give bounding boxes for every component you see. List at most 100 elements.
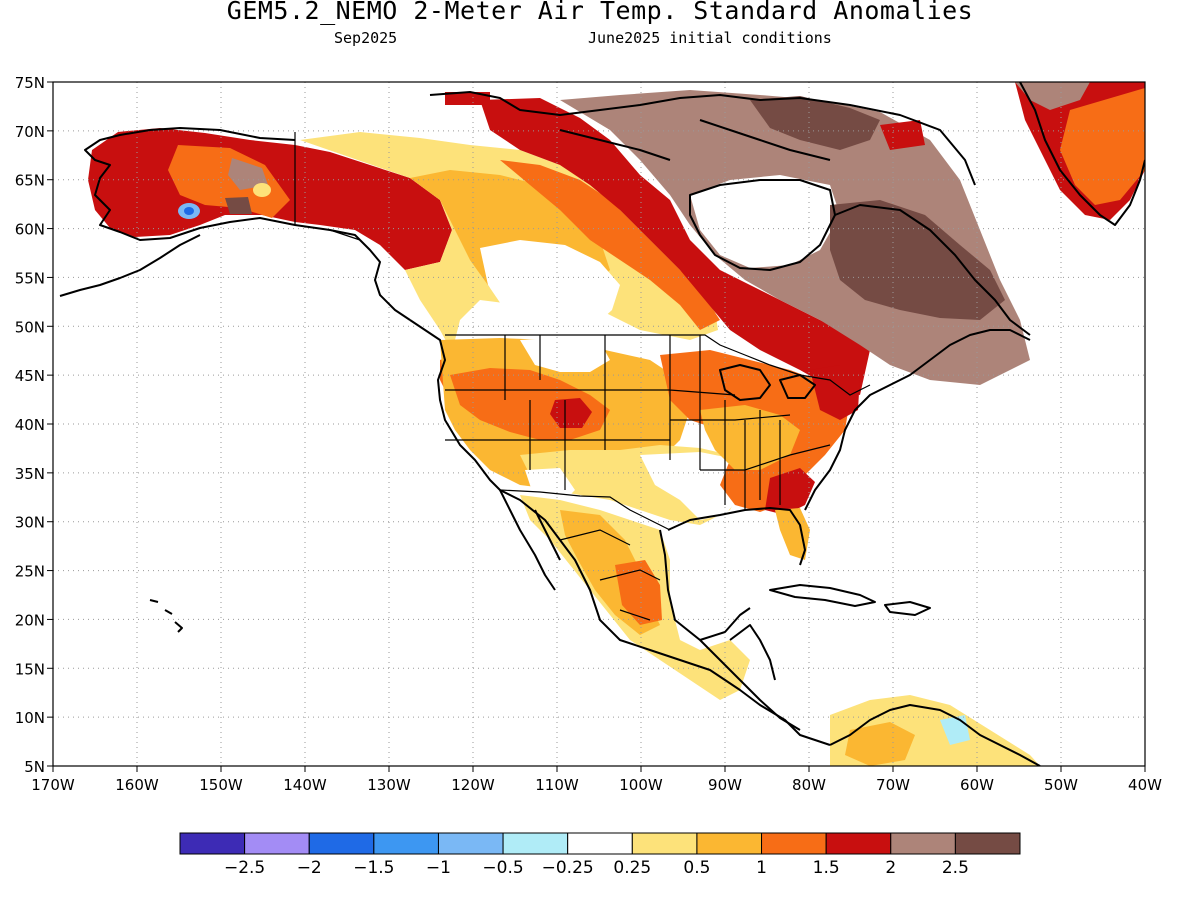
lon-tick-label: 140W bbox=[283, 776, 327, 794]
colorbar-swatch bbox=[761, 832, 827, 855]
lon-tick-label: 80W bbox=[792, 776, 826, 794]
aleutian-coast bbox=[59, 234, 201, 297]
labrador-coast bbox=[834, 204, 1031, 336]
lon-tick-label: 150W bbox=[199, 776, 243, 794]
colorbar-swatch bbox=[244, 832, 310, 855]
greenland-tan bbox=[1015, 82, 1090, 110]
arctic-brown bbox=[750, 96, 880, 150]
lat-tick-label: 40N bbox=[15, 416, 45, 434]
colorbar-label: −1.5 bbox=[353, 858, 394, 878]
hispaniola-coast bbox=[884, 601, 931, 616]
colorbar-label: −0.5 bbox=[482, 858, 523, 878]
hudson-bay-coast bbox=[689, 179, 836, 271]
canada-darkorange-belt bbox=[500, 160, 720, 330]
lon-tick-label: 50W bbox=[1044, 776, 1078, 794]
colorbar-swatch bbox=[373, 832, 439, 855]
south-america-coast bbox=[829, 704, 1041, 766]
colorbar-label: −1 bbox=[426, 858, 451, 878]
alaska-tan-patch bbox=[228, 158, 268, 190]
colorbar-swatch bbox=[890, 832, 956, 855]
lat-tick-label: 25N bbox=[15, 563, 45, 581]
gulf-coast bbox=[659, 507, 806, 641]
baja-coast bbox=[499, 489, 561, 591]
arizona-white bbox=[525, 468, 575, 505]
hudson-bay-white bbox=[690, 175, 840, 268]
political-borders bbox=[294, 132, 871, 621]
mexico-darkorange bbox=[615, 560, 662, 625]
colorbar-swatch bbox=[631, 832, 698, 855]
colorbar-label: 1 bbox=[756, 858, 767, 878]
hudson-red-band bbox=[480, 98, 870, 395]
cuba-coast bbox=[769, 584, 876, 607]
coastlines bbox=[59, 82, 1145, 766]
colorbar-label: 0.5 bbox=[683, 858, 710, 878]
colorbar-swatch bbox=[954, 832, 1021, 855]
lon-tick-label: 40W bbox=[1128, 776, 1162, 794]
colorbar-swatch bbox=[502, 832, 569, 855]
colorbar-swatch bbox=[179, 832, 246, 855]
texas-white bbox=[640, 452, 745, 520]
lon-tick-label: 110W bbox=[535, 776, 579, 794]
colorbar-label: 1.5 bbox=[813, 858, 840, 878]
colorbar-swatch bbox=[696, 832, 763, 855]
lat-tick-label: 45N bbox=[15, 367, 45, 385]
us-mexico-border bbox=[499, 489, 671, 531]
lat-tick-label: 20N bbox=[15, 611, 45, 629]
greenland-coast bbox=[1019, 82, 1145, 226]
southeast-red bbox=[765, 468, 815, 515]
arctic-islands bbox=[429, 91, 976, 186]
colorbar-swatch bbox=[308, 832, 375, 855]
lon-tick-label: 160W bbox=[115, 776, 159, 794]
lon-tick-label: 70W bbox=[876, 776, 910, 794]
lon-tick-label: 60W bbox=[960, 776, 994, 794]
east-coast bbox=[804, 329, 1031, 511]
montana-white bbox=[520, 338, 610, 372]
lat-tick-label: 5N bbox=[24, 758, 45, 776]
lat-tick-label: 65N bbox=[15, 172, 45, 190]
lat-tick-label: 55N bbox=[15, 269, 45, 287]
canada-us-border bbox=[445, 334, 871, 396]
lon-tick-label: 90W bbox=[708, 776, 742, 794]
alaska-cold-core bbox=[184, 207, 194, 215]
central-america-coast bbox=[699, 624, 801, 731]
hawaii-islands bbox=[149, 599, 183, 633]
alaska-brown-patch bbox=[225, 197, 252, 214]
colorbar-swatch bbox=[437, 832, 504, 855]
lon-tick-label: 130W bbox=[367, 776, 411, 794]
alaska-coastline bbox=[84, 127, 411, 321]
lat-tick-label: 60N bbox=[15, 221, 45, 239]
lat-tick-label: 15N bbox=[15, 660, 45, 678]
great-lakes bbox=[719, 364, 816, 401]
gridlines bbox=[52, 81, 1146, 767]
valid-month-label: Sep2025 bbox=[334, 29, 398, 47]
colorbar-label: −0.25 bbox=[542, 858, 594, 878]
west-coast bbox=[409, 319, 831, 746]
lon-tick-label: 100W bbox=[619, 776, 663, 794]
lat-tick-label: 35N bbox=[15, 465, 45, 483]
colorbar-legend: −2.5 −2 −1.5 −1 −0.5 −0.25 0.25 0.5 1 1.5 2 2.5 bbox=[179, 832, 1021, 878]
lat-tick-label: 30N bbox=[15, 514, 45, 532]
lon-tick-label: 120W bbox=[451, 776, 495, 794]
map-title: GEM5.2_NEMO 2-Meter Air Temp. Standard A… bbox=[226, 0, 974, 25]
axis-labels: 170W 160W 150W 140W 130W 120W 110W 100W 90W 80W 70… bbox=[15, 74, 1162, 794]
prairie-neutral-area bbox=[480, 240, 620, 340]
lon-tick-label: 170W bbox=[31, 776, 75, 794]
colorbar-label: 2 bbox=[885, 858, 896, 878]
lat-tick-label: 10N bbox=[15, 709, 45, 727]
labrador-brown bbox=[830, 200, 1005, 320]
init-conditions-label: June2025 initial conditions bbox=[588, 29, 832, 47]
mexico-state-lines bbox=[559, 529, 661, 621]
colorbar-label: 2.5 bbox=[942, 858, 969, 878]
greenland-orange bbox=[1060, 88, 1145, 205]
alaska-canada-border bbox=[294, 132, 361, 241]
alaska-orange-patch bbox=[168, 145, 290, 218]
south-america-orange bbox=[845, 722, 915, 766]
lat-tick-label: 75N bbox=[15, 74, 45, 92]
colorbar-swatch bbox=[567, 832, 633, 855]
colorbar-swatch bbox=[825, 832, 892, 855]
anomaly-shading bbox=[88, 82, 1145, 766]
alaska-yellow-spot bbox=[253, 183, 271, 197]
colorbar-label: −2 bbox=[297, 858, 322, 878]
us-state-lines bbox=[445, 335, 831, 510]
